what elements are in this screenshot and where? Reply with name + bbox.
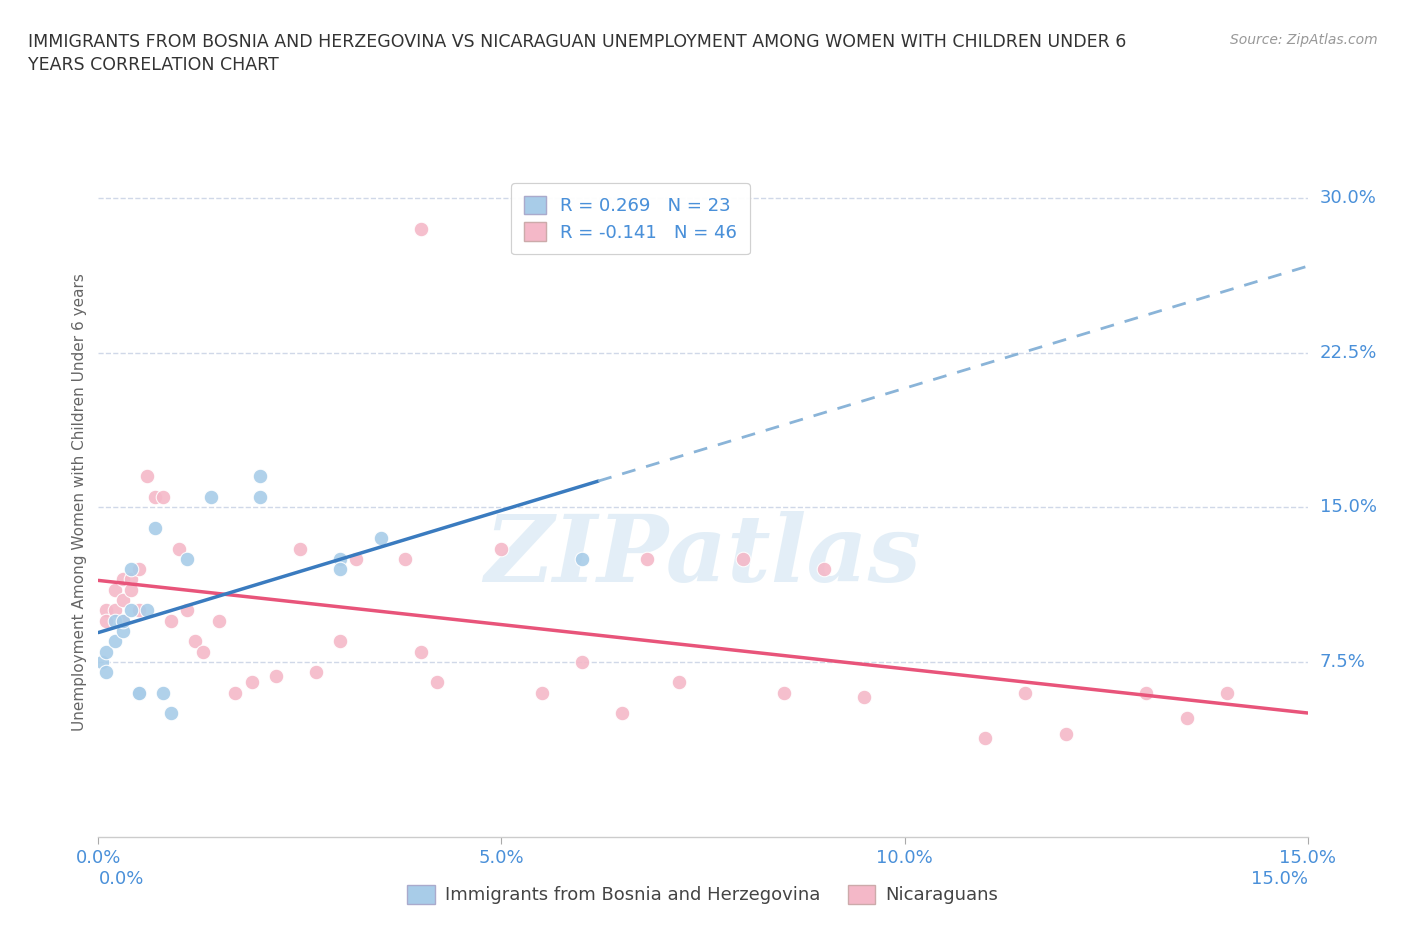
Point xyxy=(111,592,134,607)
Point xyxy=(96,644,118,659)
Point xyxy=(111,623,134,638)
Point xyxy=(409,644,432,659)
Text: Source: ZipAtlas.com: Source: ZipAtlas.com xyxy=(1230,33,1378,46)
Point xyxy=(1014,685,1036,700)
Text: IMMIGRANTS FROM BOSNIA AND HERZEGOVINA VS NICARAGUAN UNEMPLOYMENT AMONG WOMEN WI: IMMIGRANTS FROM BOSNIA AND HERZEGOVINA V… xyxy=(28,33,1126,74)
Point xyxy=(491,541,513,556)
Point xyxy=(344,551,367,566)
Point xyxy=(612,706,634,721)
Point xyxy=(184,634,207,649)
Point xyxy=(111,613,134,628)
Point xyxy=(111,572,134,587)
Point xyxy=(135,469,157,484)
Point xyxy=(193,644,215,659)
Text: 22.5%: 22.5% xyxy=(1320,344,1376,362)
Point xyxy=(264,669,287,684)
Point xyxy=(208,613,231,628)
Point xyxy=(329,551,352,566)
Point xyxy=(530,685,553,700)
Point xyxy=(128,685,150,700)
Point xyxy=(152,489,174,504)
Point xyxy=(128,603,150,618)
Point xyxy=(103,582,125,597)
Point xyxy=(120,562,142,577)
Point xyxy=(120,572,142,587)
Point xyxy=(96,613,118,628)
Text: 30.0%: 30.0% xyxy=(1320,190,1376,207)
Point xyxy=(103,613,125,628)
Point xyxy=(1175,711,1198,725)
Point xyxy=(103,634,125,649)
Point xyxy=(1216,685,1239,700)
Point xyxy=(160,706,183,721)
Point xyxy=(96,665,118,680)
Y-axis label: Unemployment Among Women with Children Under 6 years: Unemployment Among Women with Children U… xyxy=(72,273,87,731)
Point xyxy=(329,634,352,649)
Text: 0.0%: 0.0% xyxy=(98,870,143,888)
Point xyxy=(370,531,392,546)
Point xyxy=(1135,685,1157,700)
Text: 15.0%: 15.0% xyxy=(1320,498,1376,516)
Point xyxy=(1054,726,1077,741)
Point xyxy=(249,489,271,504)
Legend: R = 0.269   N = 23, R = -0.141   N = 46: R = 0.269 N = 23, R = -0.141 N = 46 xyxy=(512,183,749,254)
Point xyxy=(224,685,246,700)
Point xyxy=(249,469,271,484)
Point xyxy=(571,551,593,566)
Point xyxy=(329,562,352,577)
Point xyxy=(176,603,198,618)
Point xyxy=(176,551,198,566)
Point xyxy=(160,613,183,628)
Text: ZIPatlas: ZIPatlas xyxy=(485,511,921,601)
Point xyxy=(120,603,142,618)
Text: 7.5%: 7.5% xyxy=(1320,653,1365,671)
Point xyxy=(636,551,658,566)
Point xyxy=(143,489,166,504)
Point xyxy=(668,675,690,690)
Text: 15.0%: 15.0% xyxy=(1250,870,1308,888)
Point xyxy=(733,551,755,566)
Point xyxy=(135,603,157,618)
Legend: Immigrants from Bosnia and Herzegovina, Nicaraguans: Immigrants from Bosnia and Herzegovina, … xyxy=(401,878,1005,911)
Point xyxy=(571,655,593,670)
Point xyxy=(288,541,311,556)
Point xyxy=(143,521,166,536)
Point xyxy=(305,665,328,680)
Point xyxy=(128,562,150,577)
Point xyxy=(240,675,263,690)
Point xyxy=(200,489,222,504)
Point xyxy=(111,613,134,628)
Point xyxy=(91,655,114,670)
Point xyxy=(853,689,876,704)
Point xyxy=(409,221,432,236)
Point xyxy=(128,685,150,700)
Point xyxy=(772,685,794,700)
Point xyxy=(120,582,142,597)
Point xyxy=(167,541,190,556)
Point xyxy=(974,731,997,746)
Point xyxy=(394,551,416,566)
Point xyxy=(96,603,118,618)
Point xyxy=(813,562,835,577)
Point xyxy=(426,675,449,690)
Point xyxy=(152,685,174,700)
Point xyxy=(103,603,125,618)
